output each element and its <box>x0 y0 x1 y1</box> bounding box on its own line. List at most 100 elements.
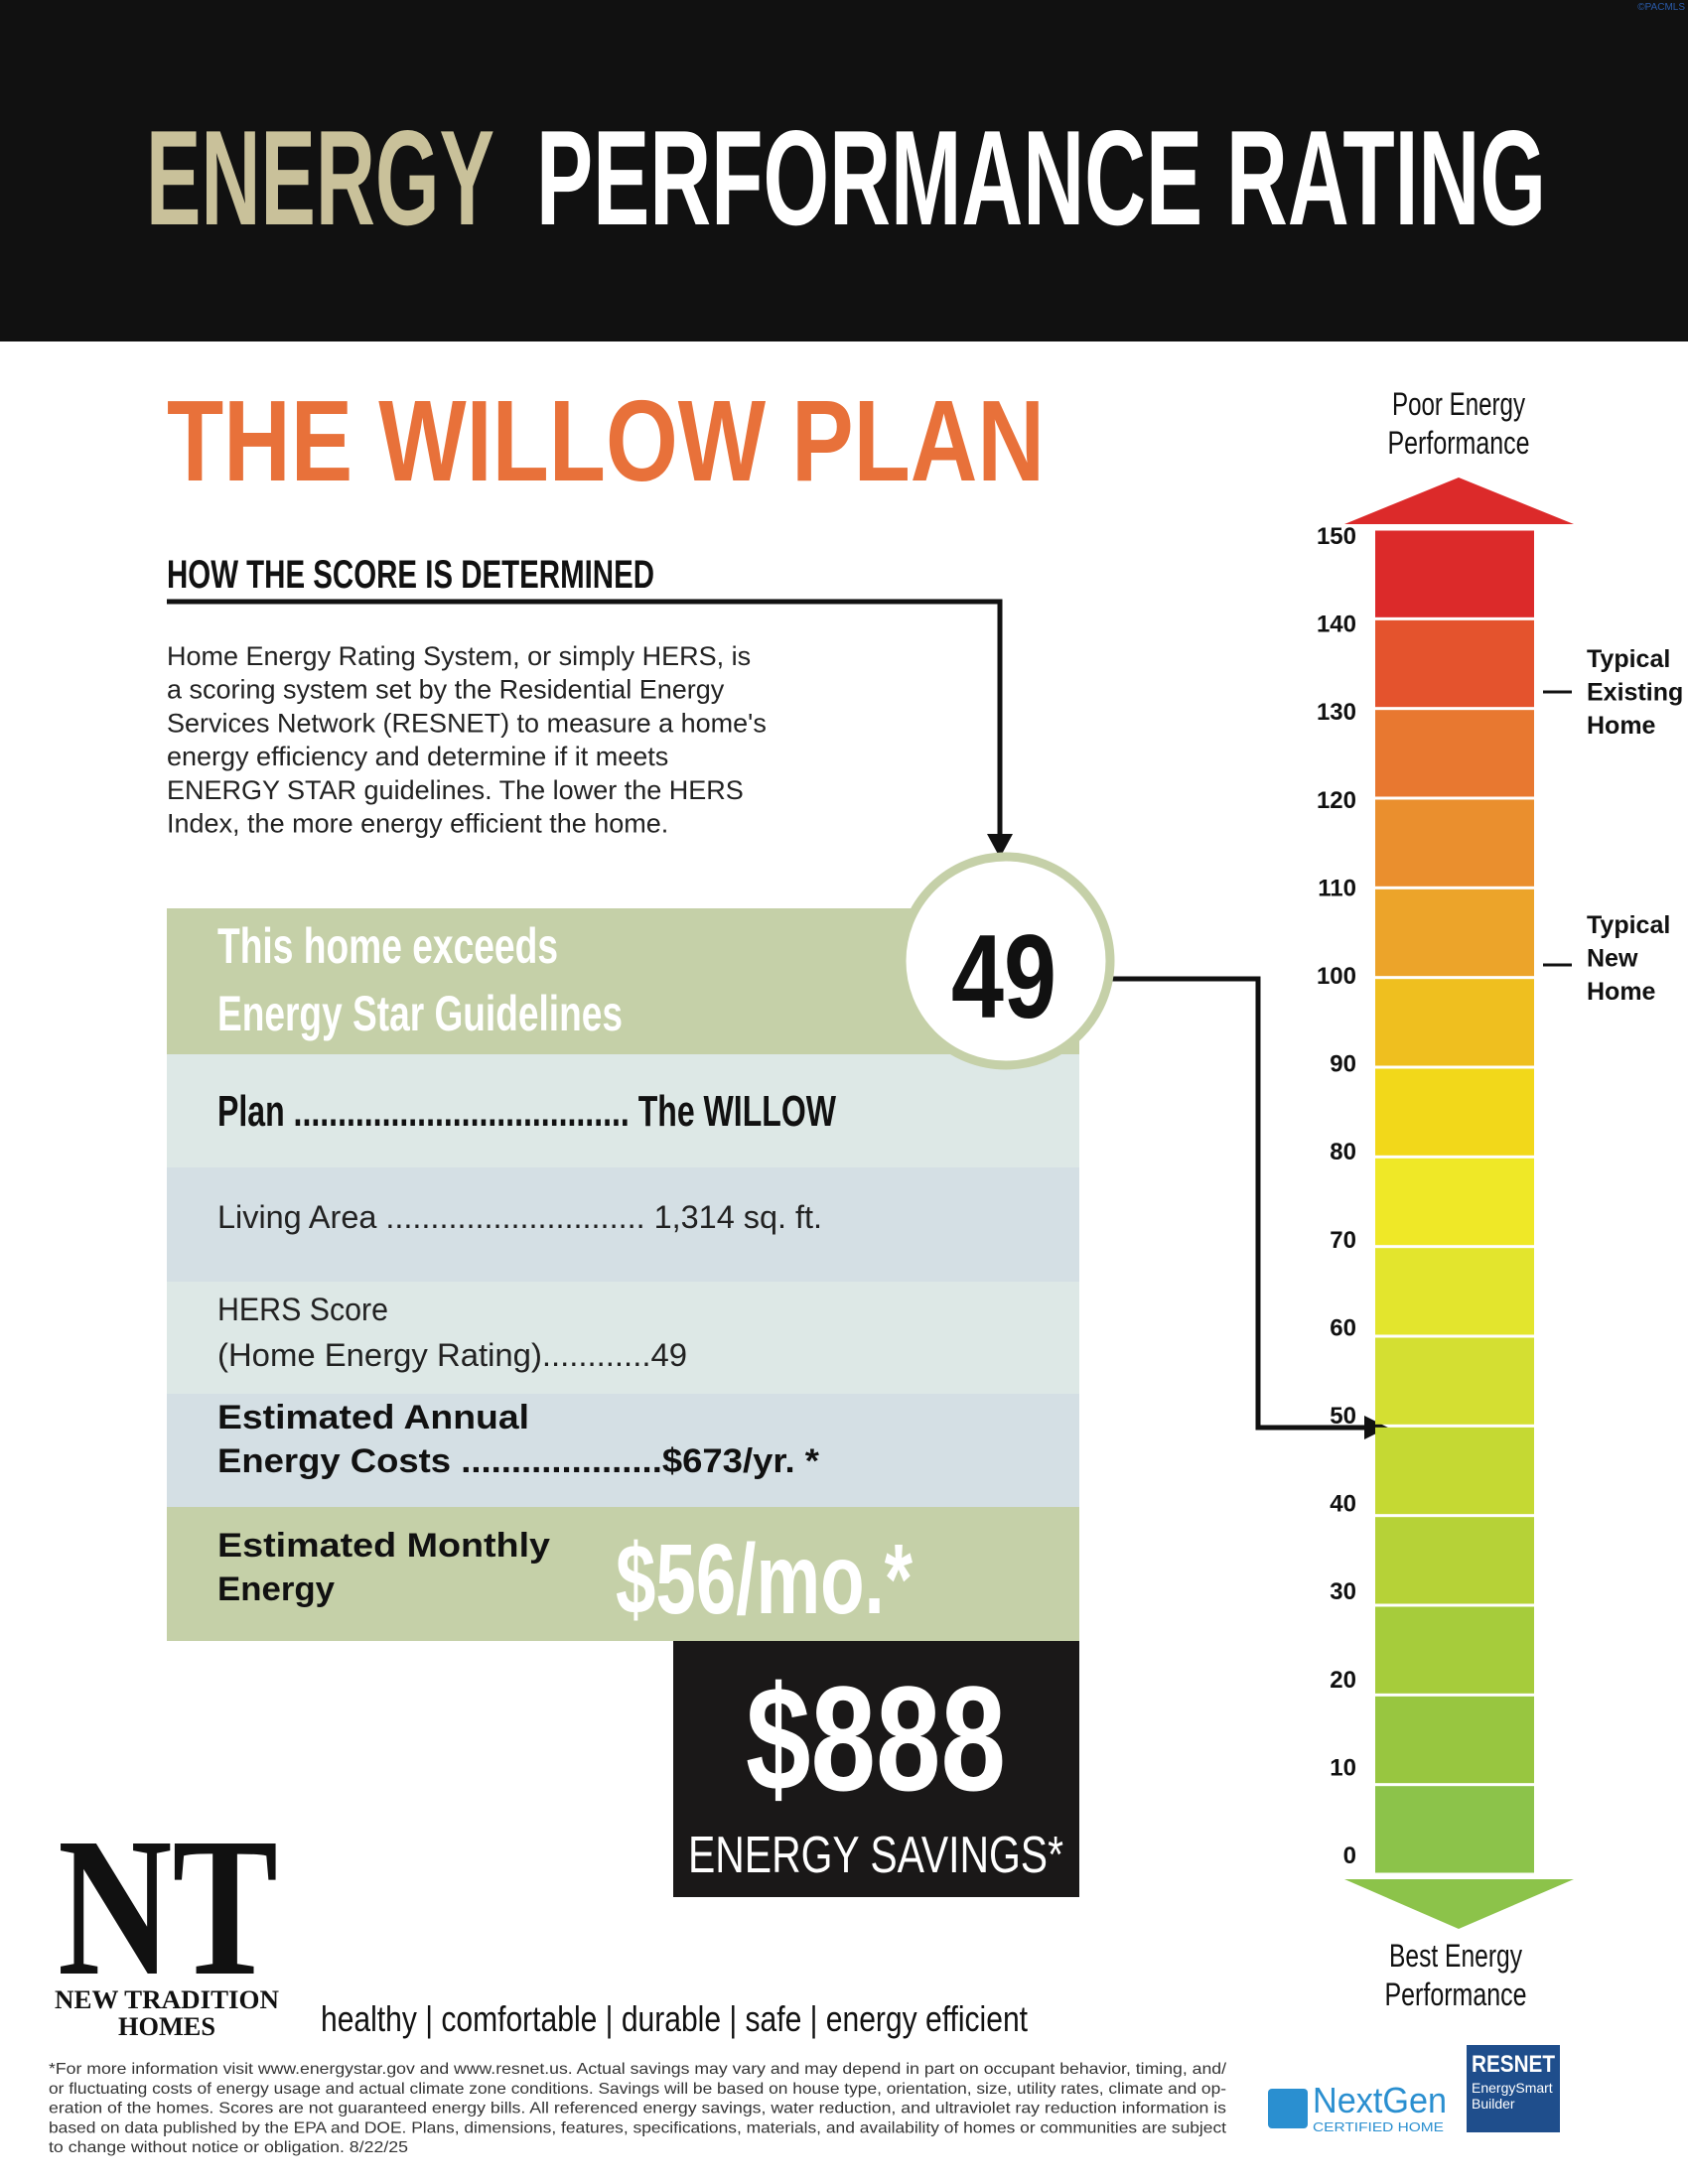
footnote-line: based on data published by the EPA and D… <box>49 2119 1227 2136</box>
resnet-sub: EnergySmart <box>1472 2080 1553 2096</box>
scale-tick: 40 <box>1330 1491 1356 1518</box>
footnote-line: eration of the homes. Scores are not gua… <box>49 2101 1226 2117</box>
resnet: RESNET <box>1472 2051 1555 2078</box>
brand: HOMES <box>118 2012 215 2041</box>
scale-segment <box>1375 1427 1534 1515</box>
scale-tick: 10 <box>1330 1754 1356 1781</box>
marker-label: New <box>1587 945 1638 973</box>
scale-segment <box>1375 1337 1534 1425</box>
scale-tick: 30 <box>1330 1578 1356 1605</box>
scale-segment <box>1375 1786 1534 1873</box>
living-area-row: Living Area ............................… <box>217 1199 822 1235</box>
scale-tick: 80 <box>1330 1139 1356 1165</box>
up-arrow <box>1344 478 1574 524</box>
monthly-label: Energy <box>217 1570 335 1608</box>
scale-tick: 120 <box>1317 787 1356 814</box>
scale-segment <box>1375 710 1534 797</box>
scale-segment <box>1375 979 1534 1066</box>
copyright: ©PACMLS <box>1637 2 1685 13</box>
scale-segment <box>1375 1248 1534 1335</box>
score-circle <box>897 852 1115 1070</box>
scale-segment <box>1375 888 1534 977</box>
footnote-line: *For more information visit www.energyst… <box>49 2061 1227 2078</box>
savings-label: ENERGY SAVINGS* <box>688 1827 1063 1884</box>
savings-amount: $888 <box>746 1655 1006 1822</box>
row-bg <box>167 1282 1079 1394</box>
estar-icon <box>1268 2089 1308 2128</box>
annual-row: Estimated Annual <box>217 1399 529 1436</box>
nextgen-sub: CERTIFIED HOME <box>1313 2119 1444 2134</box>
logo-mark: NT <box>58 1798 278 2017</box>
row-bg <box>167 1507 1079 1641</box>
annual-row: Energy Costs ....................$673/yr… <box>217 1442 820 1480</box>
scale-segment <box>1375 1606 1534 1694</box>
scale-segment <box>1375 619 1534 708</box>
title-highlight: ENERGY <box>146 102 494 253</box>
marker-label: Existing <box>1587 679 1683 707</box>
scale-tick: 130 <box>1317 699 1356 726</box>
savings-box <box>673 1641 1079 1897</box>
monthly-value: $56/mo.* <box>616 1524 913 1635</box>
paragraph-line: a scoring system set by the Residential … <box>167 675 725 705</box>
marker-label: Typical <box>1587 911 1670 939</box>
paragraph-line: energy efficiency and determine if it me… <box>167 742 668 771</box>
hers-row: HERS Score <box>217 1292 388 1327</box>
scale-segment <box>1375 530 1534 617</box>
row-bg <box>167 1167 1079 1282</box>
markers: Typical Existing Home Typical New Home <box>1587 645 1683 1006</box>
scale-top-label: Performance <box>1388 425 1530 461</box>
scale-segment <box>1375 1517 1534 1604</box>
scale-segment <box>1375 799 1534 887</box>
paragraph-line: Home Energy Rating System, or simply HER… <box>167 641 751 671</box>
row-bg <box>167 1394 1079 1507</box>
scale-tick: 140 <box>1317 612 1356 638</box>
header-band <box>0 0 1688 341</box>
score-heading: HOW THE SCORE IS DETERMINED <box>167 553 654 597</box>
plan-row: Plan ...................................… <box>217 1087 836 1136</box>
score: 49 <box>951 910 1056 1043</box>
footnote-line: to change without notice or obligation. … <box>49 2139 408 2156</box>
scale-segment <box>1375 1068 1534 1156</box>
hers-row: (Home Energy Rating)............49 <box>217 1337 687 1373</box>
scale-bottom-label: Best Energy <box>1389 1938 1522 1974</box>
row-bg <box>167 1054 1079 1167</box>
scale-tick: 150 <box>1317 523 1356 550</box>
paragraph-line: Index, the more energy efficient the hom… <box>167 809 668 839</box>
paragraph-line: Services Network (RESNET) to measure a h… <box>167 708 767 738</box>
resnet-sub: Builder <box>1472 2096 1515 2112</box>
arrowhead <box>987 834 1013 858</box>
paragraph: Home Energy Rating System, or simply HER… <box>167 641 767 839</box>
connector <box>167 599 1003 839</box>
marker-label: Home <box>1587 978 1656 1006</box>
paragraph-line: ENERGY STAR guidelines. The lower the HE… <box>167 775 744 805</box>
scale-tick: 90 <box>1330 1051 1356 1078</box>
plan-title: THE WILLOW PLAN <box>167 376 1045 505</box>
banner-line: This home exceeds <box>217 918 558 974</box>
nextgen: NextGen <box>1313 2080 1447 2120</box>
resnet-badge <box>1467 2045 1560 2132</box>
footnote-line: or fluctuating costs of energy usage and… <box>49 2081 1226 2098</box>
tagline: healthy | comfortable | durable | safe |… <box>321 1998 1028 2039</box>
marker-label: Home <box>1587 712 1656 740</box>
scale-tick: 110 <box>1318 875 1356 901</box>
scale-top-label: Poor Energy <box>1392 386 1525 422</box>
scale-tick: 100 <box>1317 963 1356 990</box>
brand: NEW TRADITION <box>55 1985 279 2014</box>
scale-tick: 70 <box>1330 1227 1356 1254</box>
banner-line: Energy Star Guidelines <box>217 986 623 1041</box>
footnote: *For more information visit www.energyst… <box>49 2061 1227 2156</box>
scale-tick: 50 <box>1330 1403 1356 1430</box>
scale-bottom-label: Performance <box>1385 1977 1527 2012</box>
scale-segment <box>1375 1158 1534 1246</box>
marker-label: Typical <box>1587 645 1670 673</box>
scale-tick: 60 <box>1330 1314 1356 1341</box>
scale-tick: 0 <box>1343 1843 1356 1869</box>
title-rest: PERFORMANCE RATING <box>536 102 1546 253</box>
scale-segment <box>1375 1696 1534 1784</box>
scale-tick: 20 <box>1330 1667 1356 1694</box>
connector <box>1110 976 1370 1431</box>
monthly-label: Estimated Monthly <box>217 1527 550 1565</box>
